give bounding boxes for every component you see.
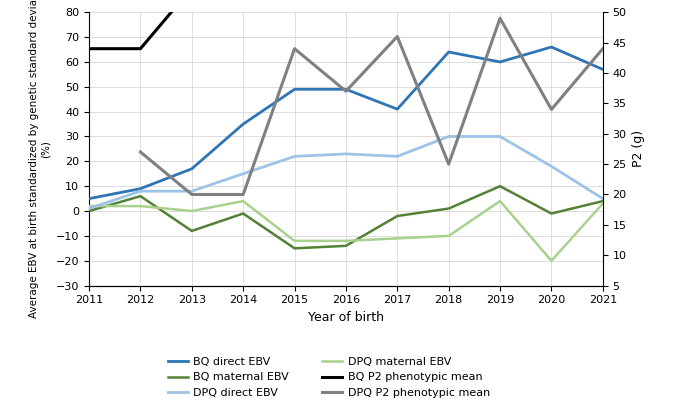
Legend: BQ direct EBV, BQ maternal EBV, DPQ direct EBV, DPQ maternal EBV, BQ P2 phenotyp: BQ direct EBV, BQ maternal EBV, DPQ dire… (163, 353, 495, 402)
Y-axis label: Average EBV at birth standardized by genetic standard deviation
(%): Average EBV at birth standardized by gen… (29, 0, 50, 319)
X-axis label: Year of birth: Year of birth (308, 311, 384, 324)
Y-axis label: P2 (g): P2 (g) (632, 131, 645, 167)
